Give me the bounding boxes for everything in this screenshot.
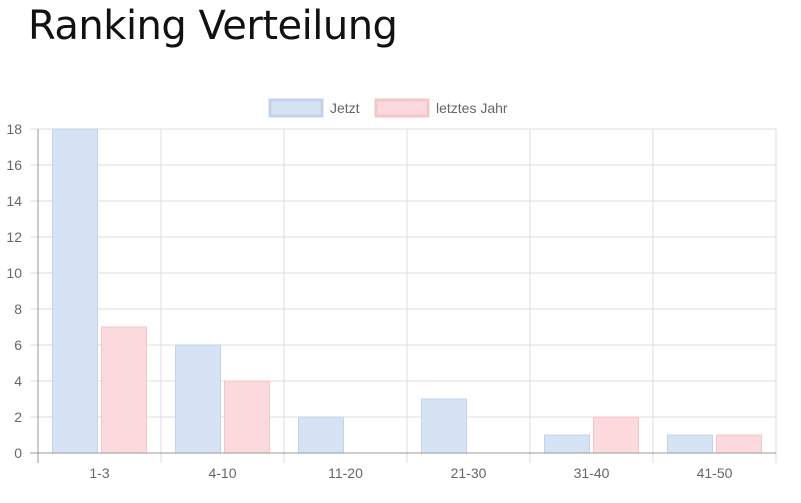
y-tick-label: 14 xyxy=(6,193,22,209)
y-tick-label: 0 xyxy=(14,445,22,461)
legend-item-jetzt[interactable]: Jetzt xyxy=(268,98,360,118)
bar-letztes-jahr-41-50[interactable] xyxy=(716,434,762,454)
legend-label-letztes-jahr: letztes Jahr xyxy=(436,100,508,116)
y-tick-label: 4 xyxy=(14,373,22,389)
chart-tick-labels: 0 2 4 6 8 10 12 14 16 18 1-3 4-10 11-20 21-30 31-40 41-… xyxy=(6,121,732,481)
x-tick-label: 21-30 xyxy=(451,465,487,481)
bar-letztes-jahr-1-3[interactable] xyxy=(101,326,147,454)
page-title: Ranking Verteilung xyxy=(28,3,398,49)
legend-swatch-letztes-jahr xyxy=(374,98,430,118)
y-tick-label: 8 xyxy=(14,301,22,317)
x-tick-label: 11-20 xyxy=(328,465,363,481)
y-tick-label: 6 xyxy=(14,337,22,353)
x-tick-label: 4-10 xyxy=(208,465,236,481)
legend-label-jetzt: Jetzt xyxy=(330,100,360,116)
chart-axes xyxy=(30,129,776,463)
y-tick-label: 16 xyxy=(6,157,22,173)
x-tick-label: 31-40 xyxy=(574,465,610,481)
y-tick-label: 18 xyxy=(6,121,22,137)
legend-item-letztes-jahr[interactable]: letztes Jahr xyxy=(374,98,508,118)
chart-legend: Jetzt letztes Jahr xyxy=(268,98,508,118)
bar-jetzt-11-20[interactable] xyxy=(298,416,344,454)
bar-letztes-jahr-4-10[interactable] xyxy=(224,380,270,454)
legend-swatch-jetzt xyxy=(268,98,324,118)
x-tick-label: 41-50 xyxy=(697,465,733,481)
bar-jetzt-41-50[interactable] xyxy=(667,434,713,454)
y-tick-label: 10 xyxy=(6,265,22,281)
bar-jetzt-4-10[interactable] xyxy=(175,344,221,454)
bar-jetzt-1-3[interactable] xyxy=(52,128,98,454)
bar-letztes-jahr-31-40[interactable] xyxy=(593,416,639,454)
bar-jetzt-31-40[interactable] xyxy=(544,434,590,454)
x-tick-label: 1-3 xyxy=(89,465,109,481)
bar-jetzt-21-30[interactable] xyxy=(421,398,467,454)
y-tick-label: 2 xyxy=(14,409,22,425)
y-tick-label: 12 xyxy=(6,229,22,245)
chart-bars xyxy=(52,128,762,454)
